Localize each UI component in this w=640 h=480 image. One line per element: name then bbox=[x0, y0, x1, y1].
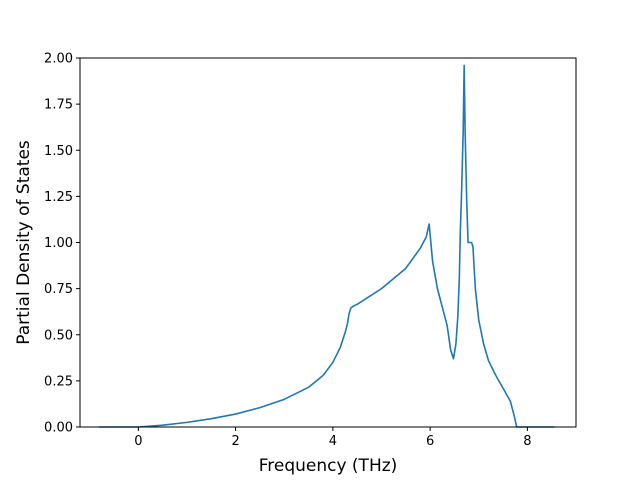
plot-frame bbox=[79, 57, 577, 428]
y-tick-label: 0.50 bbox=[44, 328, 73, 343]
x-tick-label: 2 bbox=[231, 434, 239, 449]
series-line bbox=[98, 64, 555, 428]
x-tick-label: 6 bbox=[426, 434, 434, 449]
y-tick-label: 1.50 bbox=[44, 144, 73, 159]
y-tick-label: 1.25 bbox=[44, 190, 73, 205]
y-tick-label: 1.00 bbox=[44, 236, 73, 251]
y-tick-label: 0.25 bbox=[44, 374, 73, 389]
x-tick-label: 8 bbox=[523, 434, 531, 449]
y-tick-label: 2.00 bbox=[44, 52, 73, 67]
plot-area bbox=[80, 58, 576, 427]
tick-layer: 0 2 4 6 8 0.00 0.25 0.50 0.75 1.00 1.25 1.50 1.75 2.0… bbox=[44, 52, 531, 450]
x-axis-label: Frequency (THz) bbox=[259, 456, 398, 476]
y-tick-label: 1.75 bbox=[44, 98, 73, 113]
x-tick-label: 0 bbox=[134, 434, 142, 449]
x-tick-label: 4 bbox=[329, 434, 337, 449]
y-tick-label: 0.75 bbox=[44, 282, 73, 297]
y-tick-label: 0.00 bbox=[44, 421, 73, 436]
y-axis-label: Partial Density of States bbox=[14, 140, 34, 345]
series-layer bbox=[98, 64, 555, 428]
